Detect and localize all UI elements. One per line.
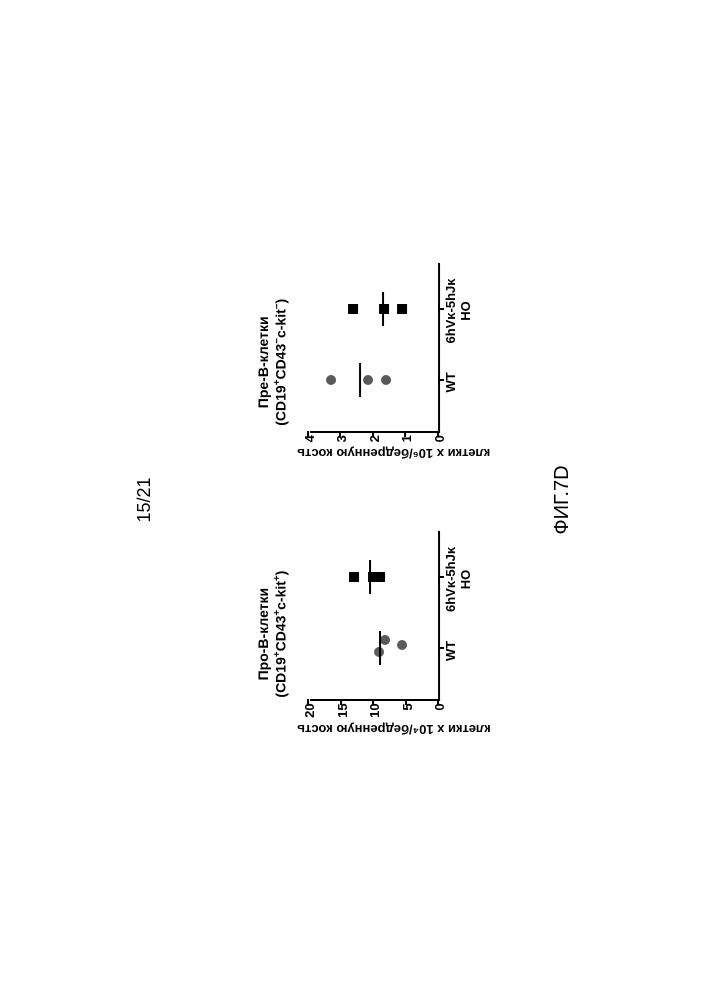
title-line2: (CD19+CD43−c-kit−)	[271, 299, 288, 426]
y-axis-label: клетки x 10⁶/бедренную кость	[297, 446, 490, 461]
y-tick-mark	[404, 699, 406, 705]
ho-point	[374, 572, 384, 582]
wt-point	[363, 375, 373, 385]
wt-point	[379, 635, 389, 645]
y-ticks: 20151050	[310, 701, 440, 717]
ho-point	[348, 572, 358, 582]
median-line	[368, 560, 370, 594]
plot-box	[309, 263, 439, 433]
x-labels: WT 6hVκ-5hJκHO	[443, 263, 477, 433]
ho-point	[348, 304, 358, 314]
y-tick-mark	[306, 431, 308, 437]
y-tick-mark	[404, 431, 406, 437]
x-axis-label: WT	[443, 372, 458, 392]
x-axis-label: WT	[444, 641, 459, 661]
median-line	[378, 631, 380, 665]
y-ticks: 43210	[309, 433, 439, 442]
y-tick-mark	[436, 431, 438, 437]
chart-area: клетки x 10⁴/бедренную кость 20151050 WT…	[297, 531, 491, 736]
title-line1: Про-B-клетки	[255, 571, 272, 698]
chart-title: Про-B-клетки (CD19+CD43+c-kit+)	[255, 571, 289, 698]
y-tick-mark	[437, 699, 439, 705]
y-axis-label: клетки x 10⁴/бедренную кость	[297, 722, 491, 737]
pro-b-chart: Про-B-клетки (CD19+CD43+c-kit+) клетки x…	[255, 531, 491, 736]
title-line2: (CD19+CD43+c-kit+)	[271, 571, 288, 698]
rotated-page: 15/21 Про-B-клетки (CD19+CD43+c-kit+) кл…	[134, 50, 574, 950]
x-axis-label: 6hVκ-5hJκHO	[443, 278, 473, 343]
ho-point	[397, 304, 407, 314]
y-tick-mark	[339, 699, 341, 705]
plot-container: 20151050 WT 6hVκ-5hJκHO	[310, 531, 478, 717]
chart-area: клетки x 10⁶/бедренную кость 43210 WT 6hV…	[297, 263, 490, 461]
chart-title: Пре-B-клетки (CD19+CD43−c-kit−)	[255, 299, 289, 426]
title-line1: Пре-B-клетки	[255, 299, 272, 426]
plot-container: 43210 WT 6hVκ-5hJκHO	[309, 263, 477, 442]
wt-point	[325, 375, 335, 385]
figure-label: ФИГ.7D	[550, 50, 573, 950]
page-number: 15/21	[134, 50, 155, 950]
pre-b-chart: Пре-B-клетки (CD19+CD43−c-kit−) клетки x…	[255, 263, 490, 461]
y-tick-mark	[307, 699, 309, 705]
x-axis-label: 6hVκ-5hJκHO	[444, 547, 474, 612]
y-tick-mark	[339, 431, 341, 437]
x-labels: WT 6hVκ-5hJκHO	[444, 532, 478, 702]
ho-point	[379, 304, 389, 314]
y-tick-mark	[372, 699, 374, 705]
wt-point	[380, 375, 390, 385]
y-tick-mark	[371, 431, 373, 437]
charts-row: Про-B-клетки (CD19+CD43+c-kit+) клетки x…	[255, 50, 491, 950]
plot-box	[310, 531, 440, 701]
median-line	[358, 363, 360, 397]
wt-point	[397, 640, 407, 650]
median-line	[381, 292, 383, 326]
